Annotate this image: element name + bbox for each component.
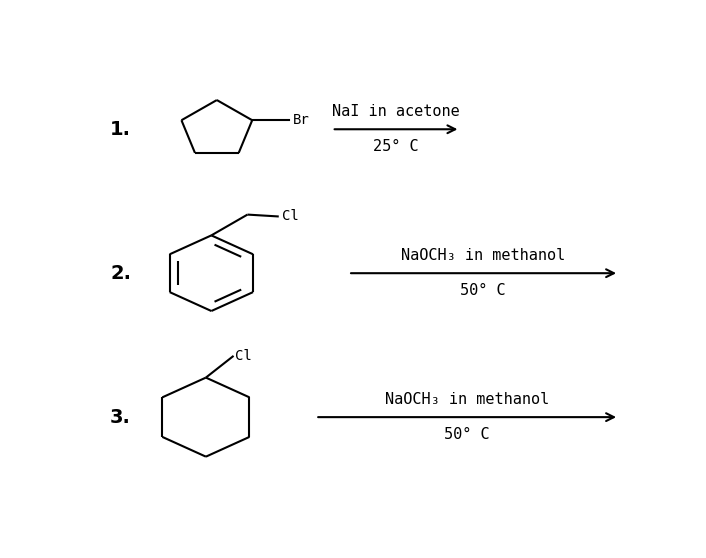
Text: 50° C: 50° C xyxy=(444,427,490,442)
Text: NaOCH₃ in methanol: NaOCH₃ in methanol xyxy=(401,248,566,263)
Text: 1.: 1. xyxy=(110,120,131,139)
Text: 25° C: 25° C xyxy=(373,139,419,154)
Text: NaOCH₃ in methanol: NaOCH₃ in methanol xyxy=(385,392,549,407)
Text: 3.: 3. xyxy=(110,408,131,427)
Text: Cl: Cl xyxy=(282,209,298,224)
Text: Cl: Cl xyxy=(235,349,252,363)
Text: 2.: 2. xyxy=(110,264,131,283)
Text: NaI in acetone: NaI in acetone xyxy=(333,104,460,119)
Text: Br: Br xyxy=(293,113,309,127)
Text: 50° C: 50° C xyxy=(460,283,506,298)
